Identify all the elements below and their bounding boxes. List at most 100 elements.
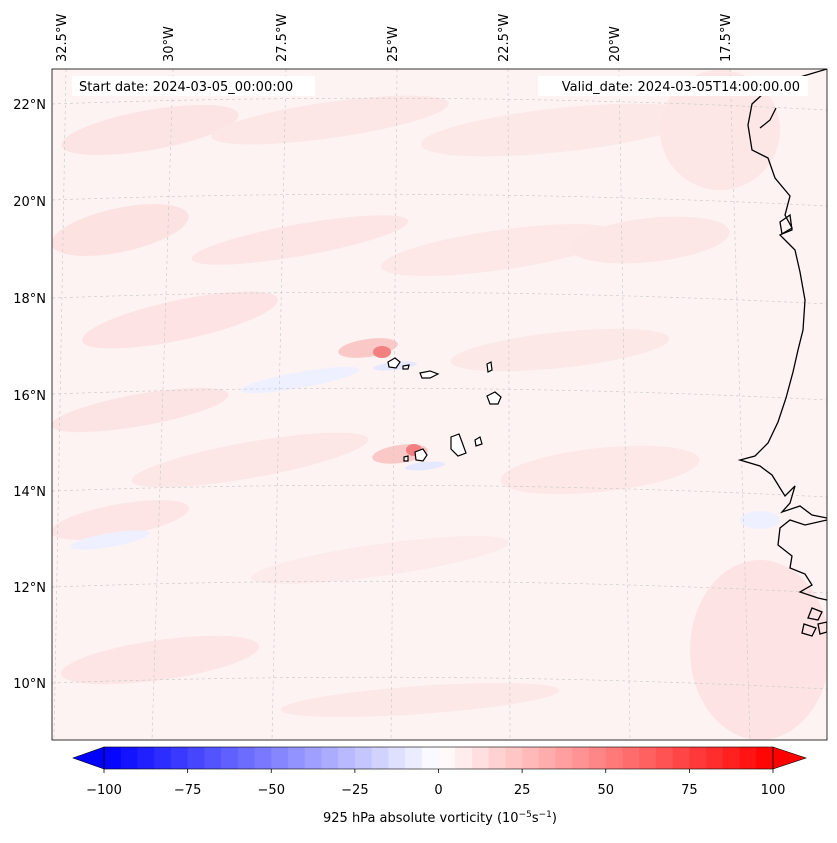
vorticity-patch xyxy=(60,635,260,685)
africa-coastline xyxy=(759,107,777,129)
latitude-label: 16°N xyxy=(13,389,46,404)
africa-coastline xyxy=(779,213,793,235)
latitude-label: 18°N xyxy=(13,292,46,307)
colorbar-cell xyxy=(237,747,256,769)
africa-coastline xyxy=(777,519,827,601)
gridline-lon xyxy=(507,69,511,740)
longitude-label: 27.5°W xyxy=(275,14,290,62)
vorticity-patch xyxy=(251,535,509,585)
gridline-lon xyxy=(271,69,287,740)
colorbar-tick-label: −75 xyxy=(174,783,201,798)
africa-coastline xyxy=(817,621,827,635)
gridline-lon xyxy=(151,69,174,740)
colorbar-cell xyxy=(672,747,690,769)
latitude-label: 10°N xyxy=(13,677,46,692)
longitude-label: 17.5°W xyxy=(719,14,734,62)
start-date-box xyxy=(72,76,315,96)
latitude-label: 22°N xyxy=(13,98,46,113)
vorticity-field-patches xyxy=(52,70,827,740)
colorbar-cell xyxy=(756,747,774,769)
vorticity-patch xyxy=(82,291,278,349)
vorticity-patch xyxy=(240,366,360,394)
colorbar-tick-label: 100 xyxy=(761,783,786,798)
island-sao-vicente xyxy=(402,364,410,370)
longitude-labels: 32.5°W 30°W 27.5°W 25°W 22.5°W 20°W 17.5°W xyxy=(55,14,734,62)
colorbar-cell xyxy=(405,747,423,769)
colorbar-tick-label: −100 xyxy=(86,783,122,798)
vorticity-patch xyxy=(420,103,700,157)
colorbar-cell xyxy=(338,747,356,769)
map-gridlines xyxy=(52,69,827,740)
longitude-label: 32.5°W xyxy=(55,14,70,62)
vorticity-patch xyxy=(373,346,391,358)
vorticity-patch xyxy=(52,500,189,540)
colorbar-label: 925 hPa absolute vorticity (10−5s−1) xyxy=(323,810,557,826)
colorbar-cell xyxy=(706,747,724,769)
gridline-lat xyxy=(52,291,827,305)
africa-coastline xyxy=(801,623,817,637)
longitude-label: 25°W xyxy=(386,26,401,62)
island-sal xyxy=(486,361,493,373)
colorbar-cell xyxy=(455,747,473,769)
colorbar-cell xyxy=(471,747,490,769)
colorbar: −100 −75 −50 −25 0 25 50 75 100 925 hPa absolute… xyxy=(72,746,807,826)
longitude-label: 22.5°W xyxy=(497,14,512,62)
gridline-lat xyxy=(52,193,827,207)
colorbar-cell xyxy=(388,747,406,769)
cape-verde-islands xyxy=(387,357,502,462)
vorticity-patch xyxy=(570,216,730,264)
gridline-lon xyxy=(390,69,398,740)
colorbar-cell xyxy=(655,747,674,769)
island-maio xyxy=(474,436,483,447)
colorbar-tick-label: −25 xyxy=(341,783,368,798)
colorbar-cell xyxy=(187,747,205,769)
vorticity-patch xyxy=(450,328,670,372)
island-santiago xyxy=(450,433,467,457)
colorbar-cell xyxy=(505,747,523,769)
colorbar-cell xyxy=(354,747,373,769)
colorbar-cell xyxy=(438,747,456,769)
colorbar-cell xyxy=(371,747,389,769)
vorticity-patch xyxy=(52,204,189,256)
colorbar-cell xyxy=(321,747,339,769)
island-santo-antao xyxy=(387,357,401,369)
colorbar-cell xyxy=(622,747,640,769)
colorbar-cell xyxy=(722,747,741,769)
gridline-lon xyxy=(729,69,751,740)
colorbar-cell xyxy=(689,747,707,769)
vorticity-patch xyxy=(52,387,229,433)
vorticity-patch xyxy=(280,682,560,718)
colorbar-tick-label: −50 xyxy=(258,783,285,798)
island-fogo xyxy=(414,448,428,462)
colorbar-high-extension xyxy=(772,746,807,770)
colorbar-cell xyxy=(170,747,189,769)
vorticity-patch xyxy=(191,215,409,265)
gridline-lat xyxy=(52,580,827,594)
valid-date-box xyxy=(538,76,808,96)
island-boa-vista xyxy=(486,391,502,405)
colorbar-ticks: −100 −75 −50 −25 0 25 50 75 100 xyxy=(86,769,785,798)
colorbar-cell xyxy=(104,747,122,769)
colorbar-cell xyxy=(589,747,607,769)
map-frame xyxy=(51,68,828,741)
colorbar-cell xyxy=(639,747,657,769)
colorbar-cell xyxy=(271,747,289,769)
longitude-label: 30°W xyxy=(162,26,177,62)
colorbar-cell xyxy=(287,747,306,769)
colorbar-low-extension xyxy=(72,746,105,770)
vorticity-patch xyxy=(131,432,369,488)
longitude-label: 20°W xyxy=(608,26,623,62)
colorbar-cell xyxy=(739,747,757,769)
map-panel xyxy=(51,68,828,741)
vorticity-patch xyxy=(211,95,449,145)
colorbar-tick-label: 50 xyxy=(597,783,614,798)
africa-coastline xyxy=(737,69,827,519)
gridline-lon xyxy=(618,69,631,740)
colorbar-cell xyxy=(204,747,222,769)
colorbar-tick-label: 25 xyxy=(514,783,531,798)
colorbar-cell xyxy=(522,747,540,769)
latitude-label: 14°N xyxy=(13,485,46,500)
colorbar-cell xyxy=(304,747,322,769)
colorbar-cell xyxy=(538,747,557,769)
